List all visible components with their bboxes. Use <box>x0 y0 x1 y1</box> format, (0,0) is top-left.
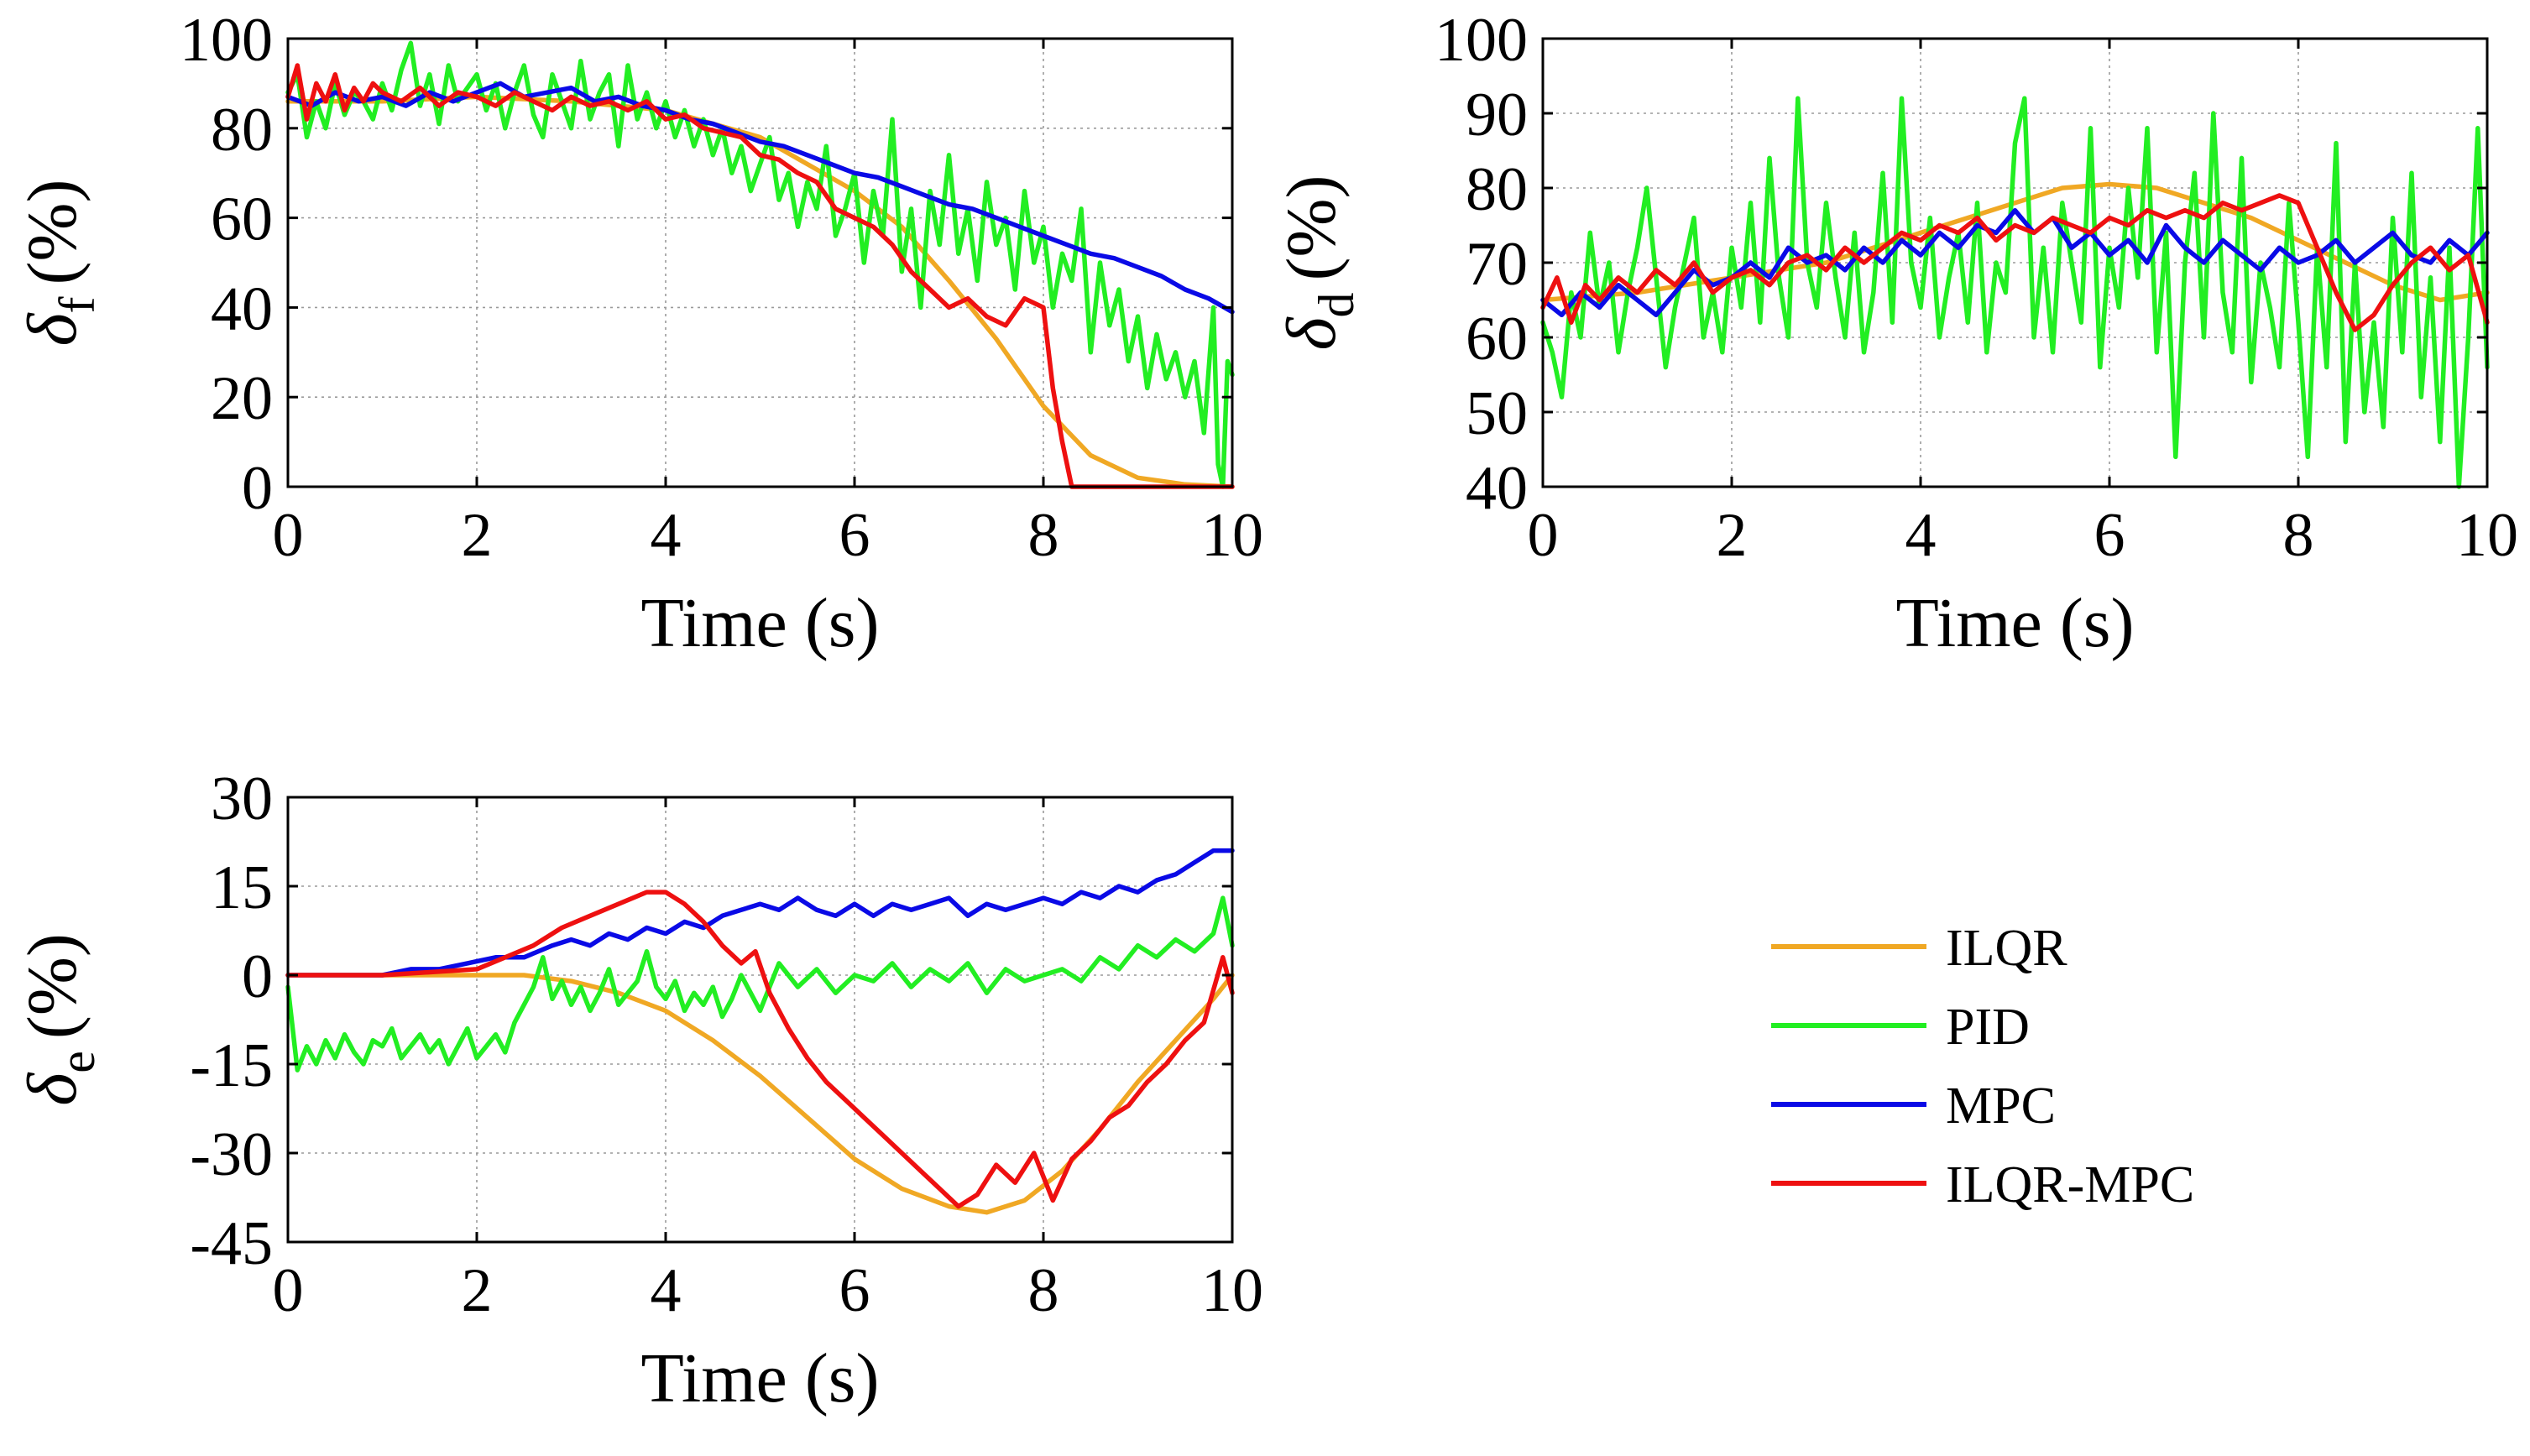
y-axis-unit-delta-e: (%) <box>13 933 91 1039</box>
y-tick-label: -45 <box>190 1209 273 1278</box>
y-tick-label: 100 <box>1435 6 1528 75</box>
y-axis-label-delta-d: δd (%) <box>1273 175 1364 351</box>
series-group-delta-e <box>285 848 1235 1215</box>
x-tick-label: 8 <box>2283 501 2314 570</box>
x-tick-label: 8 <box>1028 1256 1059 1325</box>
x-tick-label: 0 <box>273 1256 304 1325</box>
x-tick-label: 10 <box>1201 501 1263 570</box>
x-tick-label: 2 <box>462 1256 493 1325</box>
series-line-pid <box>285 40 1235 489</box>
x-tick-label: 6 <box>2094 501 2125 570</box>
series-line-pid <box>285 895 1235 1072</box>
y-tick-label: 60 <box>1466 305 1528 373</box>
y-axis-label-delta-f: δf (%) <box>13 180 105 347</box>
axes-box-delta-e <box>286 796 1234 1244</box>
x-tick-label: 4 <box>1905 501 1937 570</box>
series-group-delta-d <box>1540 96 2490 489</box>
axes-box-delta-f <box>286 37 1234 488</box>
x-tick-label: 6 <box>839 501 870 570</box>
series-group-delta-f <box>285 40 1235 489</box>
x-tick-label: 6 <box>839 1256 870 1325</box>
x-tick-label: 0 <box>273 501 304 570</box>
legend-label-ilqr-mpc: ILQR-MPC <box>1946 1156 2194 1213</box>
y-tick-label: 80 <box>1466 155 1528 224</box>
y-axis-subscript-delta-e: e <box>50 1051 105 1073</box>
x-tick-label: 4 <box>651 1256 682 1325</box>
x-tick-label: 0 <box>1528 501 1559 570</box>
series-line-ilqr <box>285 973 1235 1215</box>
y-tick-label: -15 <box>190 1031 273 1100</box>
x-tick-label: 10 <box>2456 501 2518 570</box>
y-tick-label: 50 <box>1466 379 1528 448</box>
legend-label-mpc: MPC <box>1946 1078 2056 1135</box>
series-line-pid <box>1540 96 2490 489</box>
x-axis-label-delta-f: Time (s) <box>641 584 880 662</box>
y-axis-unit-delta-f: (%) <box>13 180 91 285</box>
y-tick-label: 100 <box>180 6 273 75</box>
series-line-mpc <box>285 848 1235 978</box>
x-axis-label-delta-d: Time (s) <box>1896 584 2135 662</box>
y-axis-subscript-delta-d: d <box>1309 292 1364 317</box>
x-tick-label: 4 <box>651 501 682 570</box>
legend-entry-mpc: MPC <box>1771 1078 2056 1135</box>
y-tick-label: 70 <box>1466 230 1528 299</box>
x-tick-label: 8 <box>1028 501 1059 570</box>
series-line-mpc <box>285 81 1235 315</box>
y-tick-label: 30 <box>211 765 273 833</box>
y-tick-label: 0 <box>242 942 273 1011</box>
y-tick-label: 60 <box>211 185 273 254</box>
legend-label-pid: PID <box>1946 999 2030 1056</box>
legend: ILQR PID MPC ILQR-MPC <box>1771 920 2194 1213</box>
legend-entry-pid: PID <box>1771 999 2030 1056</box>
grid-delta-f <box>288 39 1232 487</box>
series-line-ilqr-mpc <box>285 890 1235 1209</box>
y-tick-label: 40 <box>211 274 273 343</box>
series-line-ilqr-mpc <box>1540 193 2490 332</box>
y-axis-symbol-delta-f: δ <box>13 311 91 346</box>
x-axis-label-delta-e: Time (s) <box>641 1339 880 1417</box>
x-tick-label: 2 <box>1717 501 1748 570</box>
y-tick-label: -30 <box>190 1120 273 1189</box>
y-tick-label: 20 <box>211 364 273 433</box>
legend-entry-ilqr: ILQR <box>1771 920 2067 977</box>
y-tick-label: 80 <box>211 96 273 164</box>
y-axis-unit-delta-d: (%) <box>1273 175 1351 281</box>
grid-delta-e <box>288 797 1232 1242</box>
y-axis-subscript-delta-f: f <box>50 296 105 313</box>
y-axis-symbol-delta-d: δ <box>1273 316 1351 350</box>
chart-delta-e: 0 2 4 6 8 10 -45 -30 -15 0 15 30 Time (s) δe (%) <box>13 765 1263 1417</box>
y-tick-label: 40 <box>1466 454 1528 523</box>
x-tick-label: 2 <box>462 501 493 570</box>
y-tick-label: 0 <box>242 454 273 523</box>
y-tick-label: 90 <box>1466 81 1528 149</box>
series-line-ilqr-mpc <box>285 63 1235 489</box>
legend-label-ilqr: ILQR <box>1946 920 2067 977</box>
x-tick-label: 10 <box>1201 1256 1263 1325</box>
y-axis-label-delta-e: δe (%) <box>13 933 105 1106</box>
y-tick-label: 15 <box>211 853 273 922</box>
ticks-delta-e: 0 2 4 6 8 10 -45 -30 -15 0 15 30 <box>190 765 1263 1325</box>
legend-entry-ilqr-mpc: ILQR-MPC <box>1771 1156 2194 1213</box>
y-axis-symbol-delta-e: δ <box>13 1072 91 1106</box>
